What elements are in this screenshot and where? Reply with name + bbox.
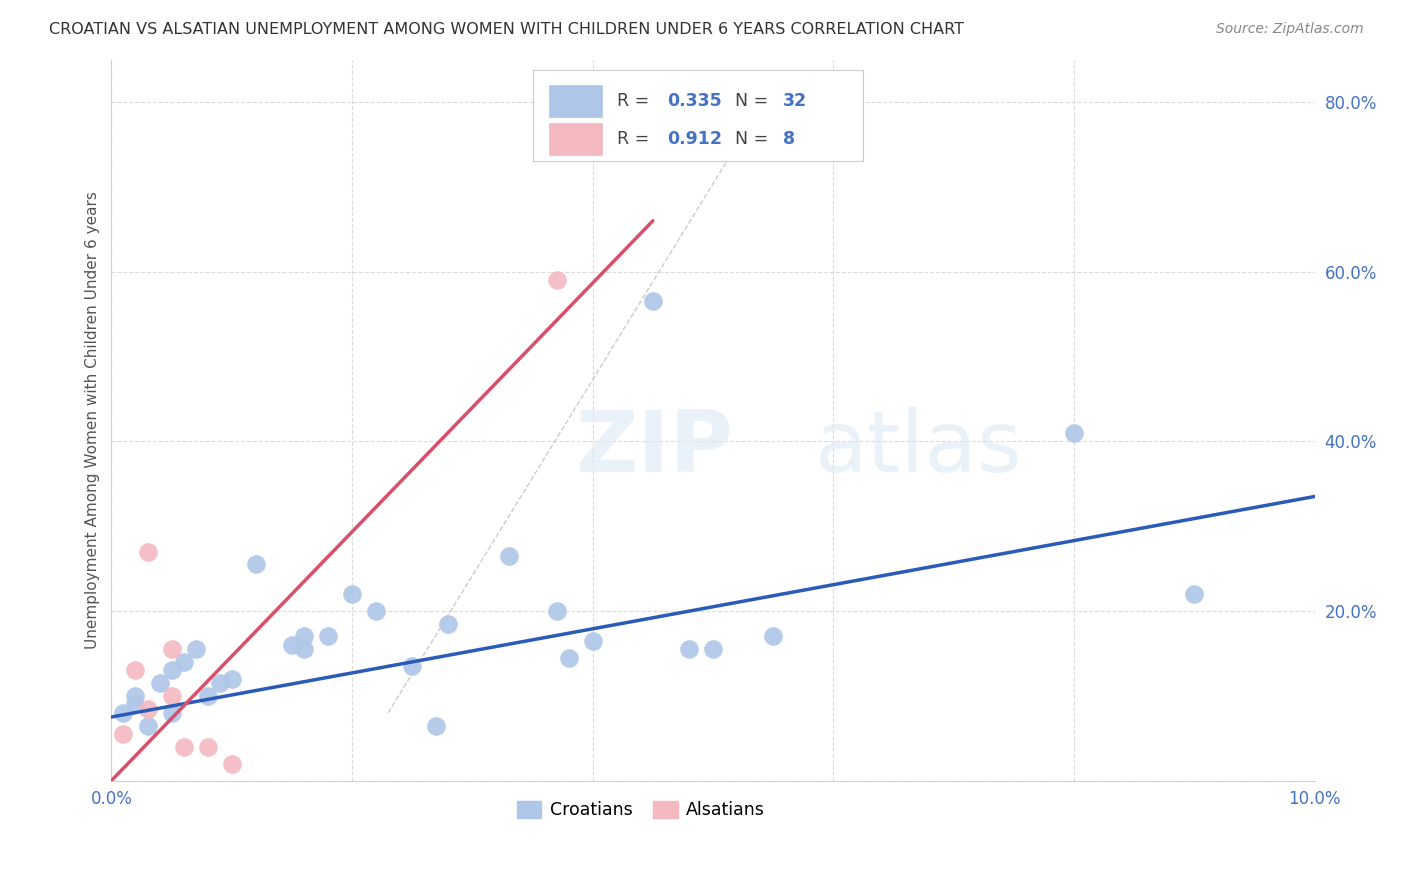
Text: 32: 32 bbox=[783, 92, 807, 110]
Point bbox=[1182, 587, 1205, 601]
Point bbox=[641, 294, 664, 309]
Point bbox=[197, 739, 219, 754]
Text: Source: ZipAtlas.com: Source: ZipAtlas.com bbox=[1216, 22, 1364, 37]
Point bbox=[366, 604, 388, 618]
Point bbox=[112, 727, 135, 741]
Point bbox=[292, 642, 315, 657]
Point bbox=[1063, 425, 1085, 440]
Point bbox=[208, 676, 231, 690]
Point bbox=[546, 273, 568, 287]
Point bbox=[197, 689, 219, 703]
Point bbox=[221, 756, 243, 771]
Point bbox=[762, 629, 785, 643]
Point bbox=[124, 698, 146, 712]
Point bbox=[425, 718, 447, 732]
Point bbox=[136, 544, 159, 558]
Point bbox=[160, 664, 183, 678]
Point bbox=[160, 689, 183, 703]
Text: R =: R = bbox=[617, 92, 655, 110]
Point bbox=[546, 604, 568, 618]
Text: 8: 8 bbox=[783, 130, 794, 148]
Point bbox=[160, 706, 183, 720]
Point bbox=[136, 701, 159, 715]
Point bbox=[221, 672, 243, 686]
Point bbox=[702, 642, 724, 657]
FancyBboxPatch shape bbox=[550, 85, 602, 117]
Text: CROATIAN VS ALSATIAN UNEMPLOYMENT AMONG WOMEN WITH CHILDREN UNDER 6 YEARS CORREL: CROATIAN VS ALSATIAN UNEMPLOYMENT AMONG … bbox=[49, 22, 965, 37]
Point bbox=[160, 642, 183, 657]
FancyBboxPatch shape bbox=[550, 123, 602, 155]
Point bbox=[281, 638, 304, 652]
Point bbox=[245, 558, 267, 572]
Point bbox=[292, 629, 315, 643]
Point bbox=[184, 642, 207, 657]
Point bbox=[316, 629, 339, 643]
Point bbox=[124, 664, 146, 678]
Text: ZIP: ZIP bbox=[575, 408, 733, 491]
Text: N =: N = bbox=[735, 130, 773, 148]
Text: 0.335: 0.335 bbox=[668, 92, 723, 110]
Point bbox=[173, 655, 195, 669]
Text: R =: R = bbox=[617, 130, 655, 148]
Point bbox=[173, 739, 195, 754]
Point bbox=[148, 676, 170, 690]
Point bbox=[112, 706, 135, 720]
Text: 0.912: 0.912 bbox=[668, 130, 723, 148]
Point bbox=[582, 633, 605, 648]
Point bbox=[498, 549, 520, 563]
Point bbox=[136, 718, 159, 732]
Point bbox=[401, 659, 423, 673]
Text: atlas: atlas bbox=[815, 408, 1024, 491]
Point bbox=[557, 650, 579, 665]
Point bbox=[678, 642, 700, 657]
Point bbox=[437, 616, 460, 631]
FancyBboxPatch shape bbox=[533, 70, 863, 161]
Y-axis label: Unemployment Among Women with Children Under 6 years: Unemployment Among Women with Children U… bbox=[86, 191, 100, 649]
Point bbox=[340, 587, 363, 601]
Legend: Croatians, Alsatians: Croatians, Alsatians bbox=[510, 794, 772, 826]
Text: N =: N = bbox=[735, 92, 773, 110]
Point bbox=[124, 689, 146, 703]
